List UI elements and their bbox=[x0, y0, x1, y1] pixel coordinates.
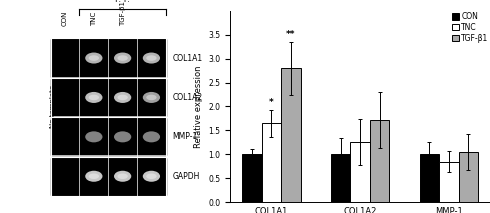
Text: COL1A2: COL1A2 bbox=[172, 93, 203, 102]
Ellipse shape bbox=[85, 92, 102, 103]
Text: MMP-1: MMP-1 bbox=[172, 132, 198, 141]
Ellipse shape bbox=[89, 95, 99, 100]
Bar bbox=[459, 152, 478, 202]
Y-axis label: Relative expression: Relative expression bbox=[194, 65, 203, 148]
Bar bbox=[439, 162, 459, 202]
Bar bbox=[50, 39, 166, 77]
Text: **: ** bbox=[286, 30, 295, 39]
Ellipse shape bbox=[85, 171, 102, 182]
Ellipse shape bbox=[114, 92, 131, 103]
Text: TGF-β1: TGF-β1 bbox=[120, 1, 125, 26]
Ellipse shape bbox=[85, 131, 102, 142]
Bar bbox=[242, 154, 262, 202]
Ellipse shape bbox=[143, 53, 160, 63]
Text: CON: CON bbox=[62, 10, 68, 26]
Bar bbox=[281, 68, 301, 202]
Bar bbox=[370, 120, 390, 202]
Ellipse shape bbox=[143, 171, 160, 182]
Bar bbox=[50, 158, 166, 195]
Text: No template: No template bbox=[50, 85, 56, 128]
Ellipse shape bbox=[118, 55, 128, 61]
Text: *: * bbox=[269, 98, 274, 107]
Bar bbox=[419, 154, 439, 202]
Ellipse shape bbox=[114, 131, 131, 142]
Ellipse shape bbox=[146, 95, 157, 100]
Ellipse shape bbox=[118, 95, 128, 100]
Ellipse shape bbox=[143, 92, 160, 103]
Ellipse shape bbox=[114, 171, 131, 182]
Bar bbox=[262, 123, 281, 202]
Text: GAPDH: GAPDH bbox=[172, 172, 200, 181]
Text: F. F.: F. F. bbox=[115, 0, 130, 4]
Bar bbox=[350, 142, 370, 202]
Ellipse shape bbox=[118, 174, 128, 179]
Ellipse shape bbox=[114, 53, 131, 63]
Text: TNC: TNC bbox=[91, 11, 97, 26]
Ellipse shape bbox=[85, 53, 102, 63]
Bar bbox=[50, 79, 166, 116]
Bar bbox=[331, 154, 350, 202]
Ellipse shape bbox=[89, 174, 99, 179]
Ellipse shape bbox=[143, 131, 160, 142]
Bar bbox=[50, 118, 166, 155]
Ellipse shape bbox=[146, 174, 157, 179]
Text: COL1A1: COL1A1 bbox=[172, 53, 203, 63]
Ellipse shape bbox=[89, 55, 99, 61]
Legend: CON, TNC, TGF-β1: CON, TNC, TGF-β1 bbox=[451, 12, 489, 44]
Ellipse shape bbox=[146, 55, 157, 61]
